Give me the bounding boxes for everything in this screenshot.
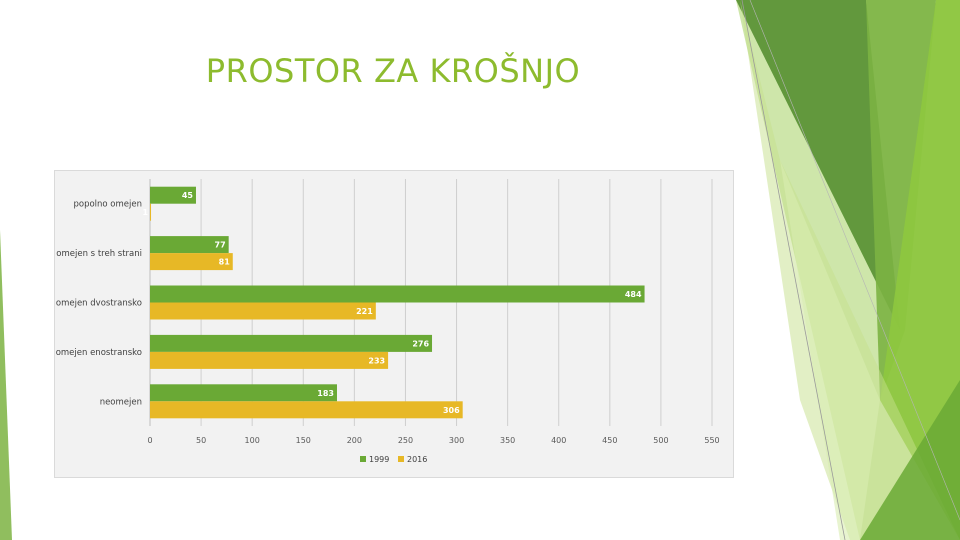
- bar-1999: [150, 384, 337, 402]
- category-label: popolno omejen: [73, 200, 142, 210]
- category-label: omejen enostransko: [56, 348, 142, 358]
- bar-2016: [150, 401, 463, 419]
- data-label: 1: [142, 208, 148, 217]
- x-tick-label: 300: [449, 436, 464, 445]
- data-label: 45: [182, 191, 194, 200]
- bar-chart: 0 50 100 150 200 250 300 350 400 450 500 550 popolno…: [56, 179, 720, 464]
- x-tick-label: 500: [653, 436, 668, 445]
- deco-shape-6: [860, 380, 960, 540]
- data-label: 183: [317, 389, 334, 398]
- legend-label: 1999: [369, 455, 389, 464]
- bar-2016: [150, 203, 152, 221]
- bar-1999: [150, 186, 196, 204]
- data-label: 276: [412, 339, 429, 348]
- data-label: 484: [625, 290, 642, 299]
- x-tick-label: 100: [245, 436, 260, 445]
- category-label: omejen s treh strani: [56, 249, 142, 259]
- data-label: 233: [368, 356, 385, 365]
- x-tick-label: 150: [296, 436, 311, 445]
- bar-2016: [150, 253, 233, 271]
- x-tick-label: 450: [602, 436, 617, 445]
- bar-1999: [150, 334, 433, 352]
- x-tick-label: 550: [704, 436, 719, 445]
- data-label: 221: [356, 307, 373, 316]
- deco-line-2: [749, 0, 960, 521]
- deco-shape-3: [866, 0, 936, 400]
- data-label: 306: [443, 406, 460, 415]
- deco-line-1: [741, 0, 846, 540]
- deco-shape-left: [0, 230, 12, 540]
- bar-1999: [150, 236, 229, 254]
- x-tick-label: 350: [500, 436, 515, 445]
- category-label: omejen dvostransko: [56, 299, 142, 309]
- bar-2016: [150, 351, 389, 369]
- legend-label: 2016: [407, 455, 427, 464]
- x-tick-label: 250: [398, 436, 413, 445]
- page-title: PROSTOR ZA KROŠNJO: [205, 52, 581, 90]
- legend-swatch-2016: [398, 456, 404, 462]
- chart-container: 0 50 100 150 200 250 300 350 400 450 500 550 popolno…: [54, 170, 734, 478]
- deco-shape-7: [780, 160, 880, 540]
- bar-1999: [150, 285, 645, 303]
- x-tick-label: 50: [196, 436, 206, 445]
- data-label: 77: [215, 241, 226, 250]
- deco-shape-2: [736, 0, 900, 330]
- data-label: 81: [219, 258, 231, 267]
- deco-shape-4: [880, 0, 960, 540]
- x-tick-label: 0: [147, 436, 152, 445]
- category-label: neomejen: [100, 397, 142, 407]
- bar-2016: [150, 302, 376, 320]
- legend-swatch-1999: [360, 456, 366, 462]
- x-tick-label: 200: [347, 436, 362, 445]
- x-tick-label: 400: [551, 436, 566, 445]
